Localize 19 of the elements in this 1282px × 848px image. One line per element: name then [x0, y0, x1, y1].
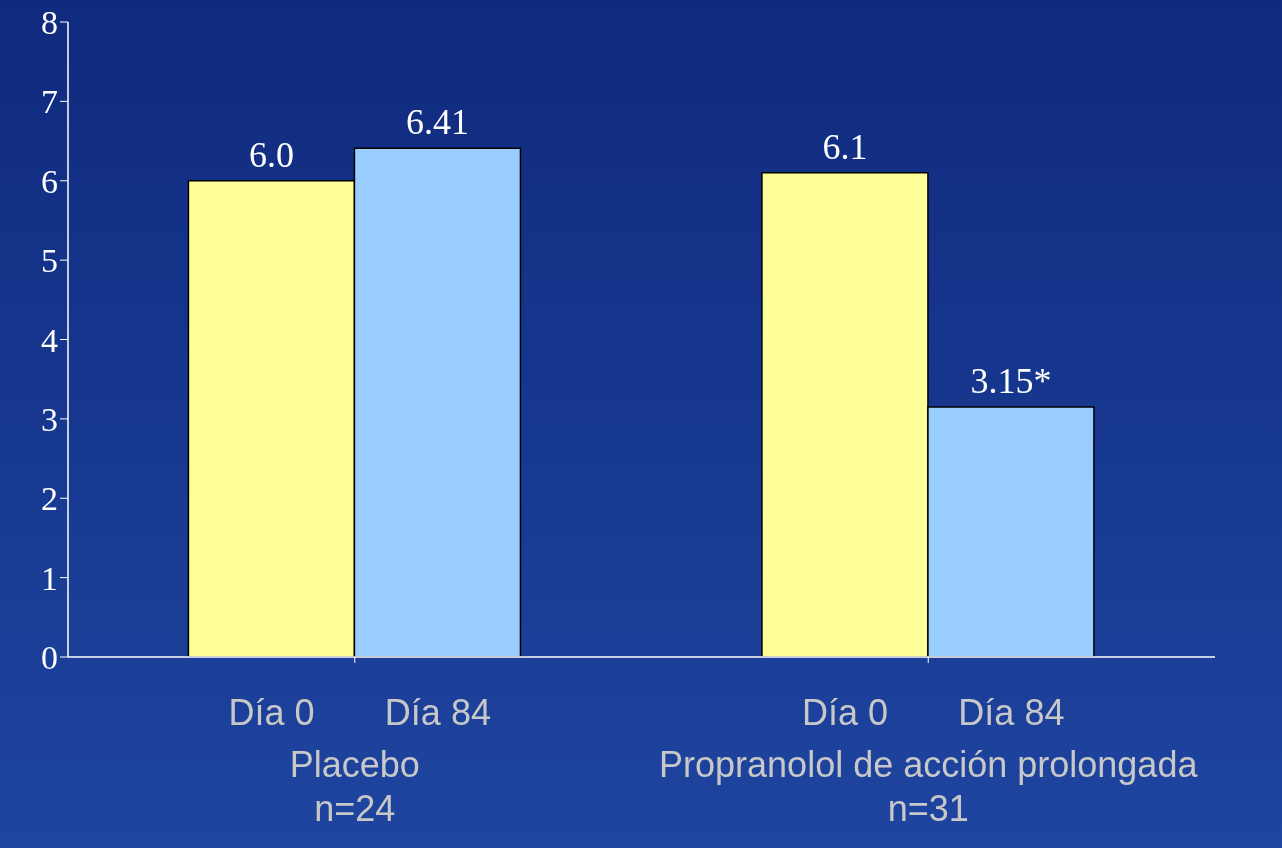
y-tick-label: 3 — [41, 400, 58, 438]
x-tick-label: Propranolol de acción prolongada n=31 — [659, 744, 1199, 829]
data-label: 3.15* — [970, 360, 1052, 401]
y-tick-label: 8 — [41, 4, 58, 42]
y-tick-label: 6 — [41, 162, 58, 200]
x-tick-label: Placebo n=24 — [289, 744, 420, 829]
y-tick-label: 7 — [41, 83, 58, 121]
series-label: Día 84 — [384, 692, 491, 733]
text: Día 84 — [958, 692, 1065, 733]
data-label: 6.41 — [405, 102, 469, 143]
series-label: Día 0 — [228, 692, 315, 733]
y-tick-label: 4 — [41, 321, 58, 359]
y-tick-label: 5 — [41, 242, 58, 280]
y-tick-label: 1 — [41, 559, 58, 597]
data-label: 6.0 — [248, 134, 294, 175]
data-label: 6.1 — [822, 126, 868, 167]
y-tick-label: 0 — [41, 639, 58, 677]
y-tick-label: 2 — [41, 480, 58, 518]
text: Día 0 — [802, 692, 889, 733]
